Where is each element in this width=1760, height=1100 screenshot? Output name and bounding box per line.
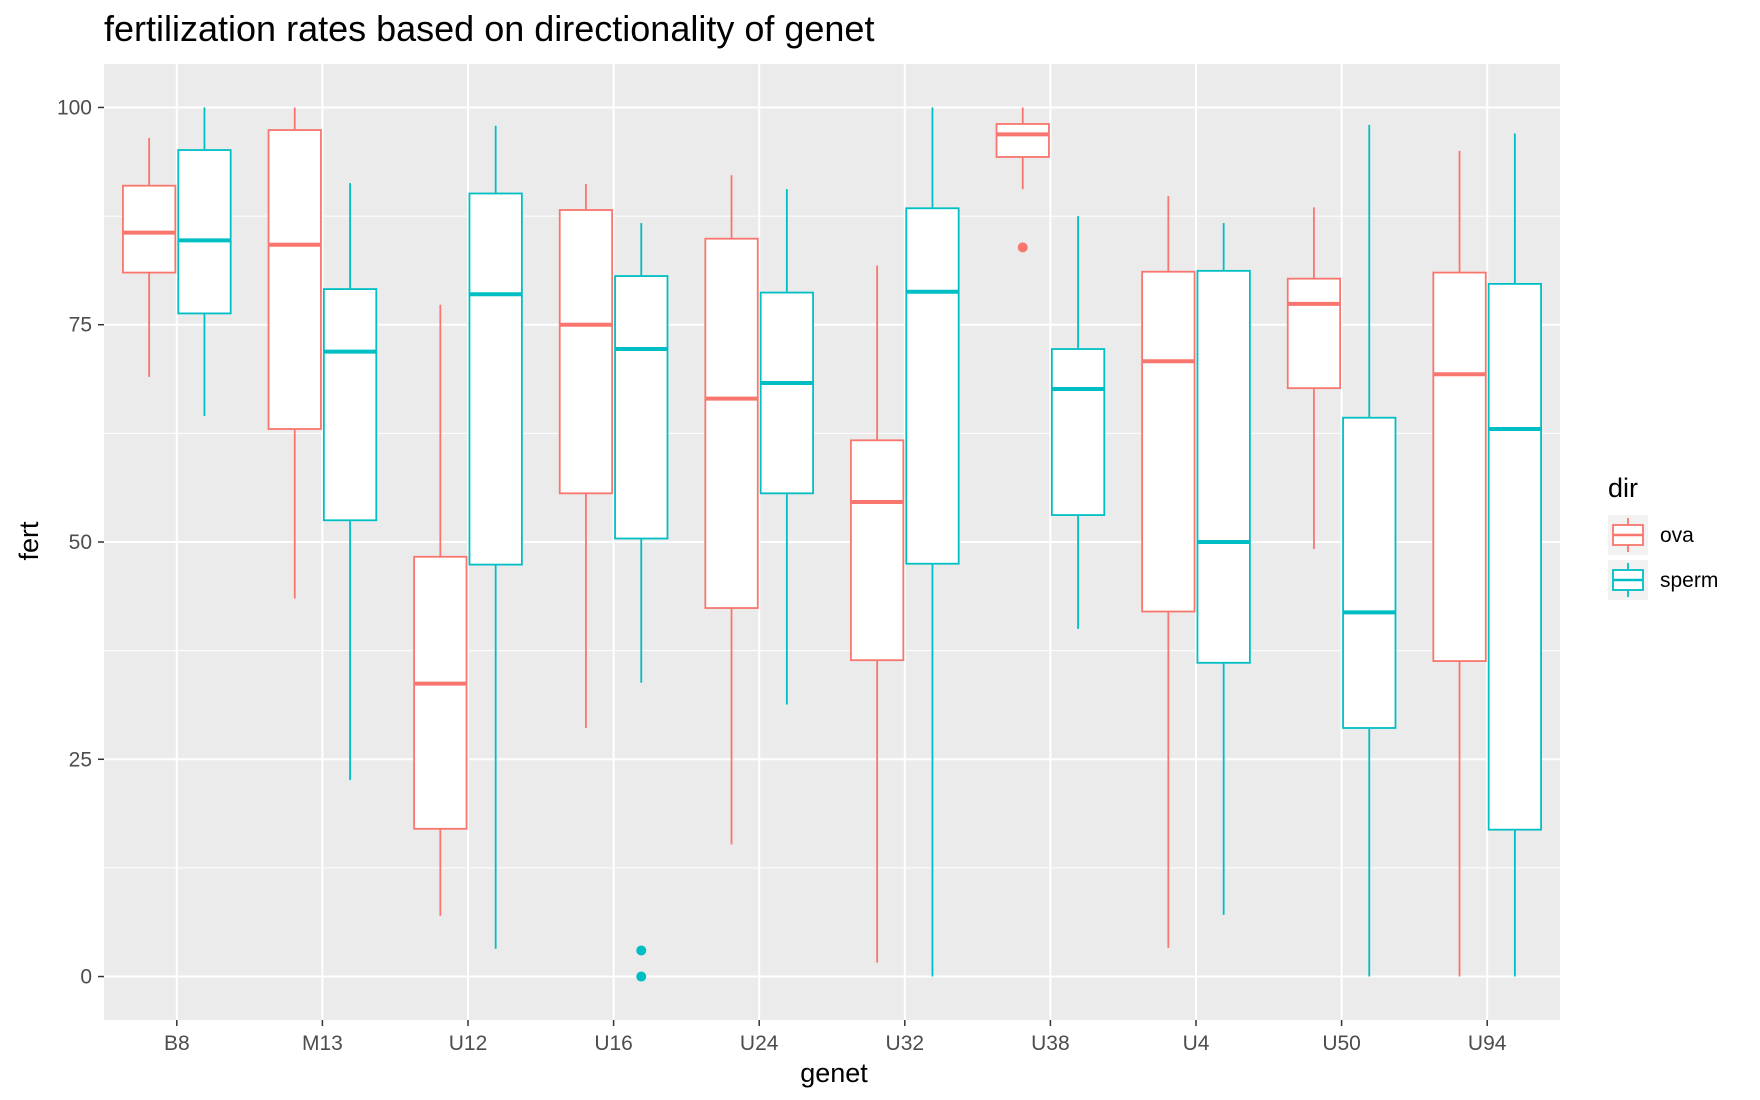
- box-ova-U50: [1286, 207, 1342, 549]
- y-tick-label: 0: [80, 966, 92, 989]
- legend-title: dir: [1608, 473, 1638, 503]
- x-tick-label: B8: [164, 1032, 190, 1055]
- x-tick-label: U4: [1183, 1032, 1210, 1055]
- x-tick-label: U12: [449, 1032, 488, 1055]
- iqr-box: [413, 555, 468, 830]
- box-sperm-U16: [614, 223, 669, 982]
- y-tick-label: 25: [69, 748, 92, 771]
- x-axis-title: genet: [800, 1058, 868, 1088]
- box-sperm-B8: [177, 107, 232, 416]
- box-sperm-U12: [468, 125, 523, 949]
- legend-label: sperm: [1660, 569, 1718, 592]
- iqr-box: [850, 439, 905, 662]
- box-sperm-U32: [905, 107, 960, 977]
- x-tick-label: U24: [740, 1032, 779, 1055]
- iqr-box: [558, 209, 614, 495]
- box-ova-B8: [122, 137, 177, 377]
- box-sperm-M13: [322, 183, 378, 781]
- y-axis-title: fert: [14, 521, 44, 561]
- iqr-box: [267, 129, 322, 430]
- outlier-point: [636, 971, 647, 982]
- x-tick-label: U38: [1031, 1032, 1070, 1055]
- iqr-box: [995, 123, 1050, 158]
- iqr-box: [1050, 348, 1106, 516]
- box-ova-U12: [413, 304, 468, 916]
- legend-item-ova: ova: [1608, 515, 1694, 555]
- box-ova-U38: [995, 107, 1050, 253]
- box-sperm-U94: [1487, 133, 1542, 977]
- box-sperm-U24: [759, 189, 814, 705]
- legend-item-sperm: sperm: [1608, 560, 1718, 600]
- box-sperm-U38: [1050, 216, 1106, 629]
- box-ova-U4: [1141, 196, 1196, 948]
- legend: dir ova sperm: [1608, 473, 1718, 600]
- y-tick-label: 75: [69, 314, 92, 337]
- x-tick-label: U50: [1322, 1032, 1361, 1055]
- x-tick-label: M13: [302, 1032, 343, 1055]
- iqr-box: [704, 237, 759, 609]
- box-ova-U24: [704, 175, 759, 845]
- box-ova-U16: [558, 183, 614, 728]
- box-sperm-U50: [1342, 124, 1397, 977]
- iqr-box: [322, 288, 378, 522]
- x-tick-label: U16: [594, 1032, 633, 1055]
- box-sperm-U4: [1196, 223, 1251, 915]
- outlier-point: [636, 945, 647, 956]
- iqr-box: [1286, 277, 1342, 390]
- chart-title: fertilization rates based on directional…: [104, 8, 874, 49]
- iqr-box: [759, 291, 814, 495]
- x-tick-label: U32: [886, 1032, 925, 1055]
- iqr-box: [905, 207, 960, 565]
- iqr-box: [122, 184, 177, 274]
- axes: 0 25 50 75 100 B8 M13 U12 U16 U24 U32 U38 U4 U50 U94: [57, 96, 1507, 1055]
- iqr-box: [468, 192, 523, 566]
- box-ova-U32: [850, 265, 905, 963]
- iqr-box: [1141, 270, 1196, 613]
- y-tick-label: 50: [69, 531, 92, 554]
- legend-label: ova: [1660, 524, 1694, 547]
- iqr-box: [1487, 282, 1542, 831]
- outlier-point: [1017, 242, 1028, 253]
- x-tick-label: U94: [1468, 1032, 1507, 1055]
- box-ova-U94: [1432, 150, 1487, 977]
- iqr-box: [614, 275, 669, 540]
- box-ova-M13: [267, 107, 322, 599]
- y-tick-label: 100: [57, 96, 92, 119]
- iqr-box: [1342, 416, 1397, 729]
- iqr-box: [1432, 271, 1487, 662]
- iqr-box: [1196, 269, 1251, 664]
- iqr-box: [177, 149, 232, 315]
- box-series: [122, 107, 1542, 982]
